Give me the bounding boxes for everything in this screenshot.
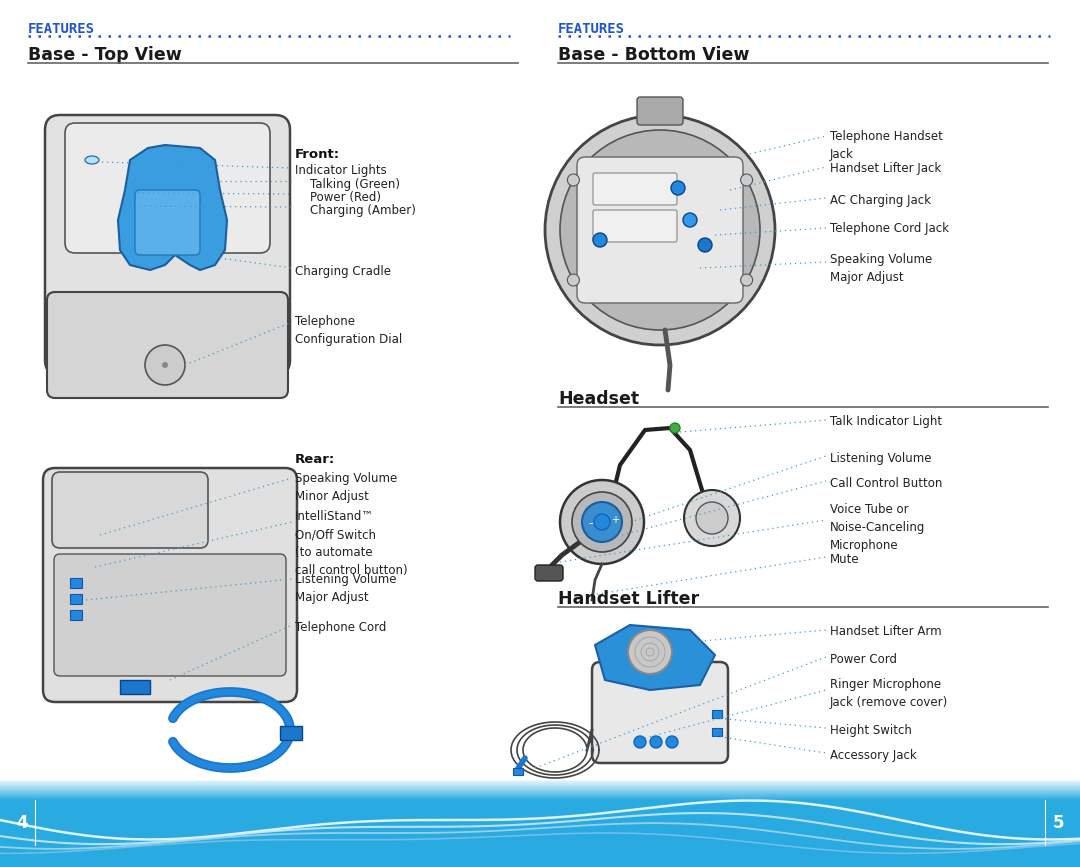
Text: Ringer Microphone
Jack (remove cover): Ringer Microphone Jack (remove cover): [831, 678, 948, 709]
Text: Rear:: Rear:: [295, 453, 335, 466]
Circle shape: [582, 502, 622, 542]
FancyBboxPatch shape: [54, 554, 286, 676]
Bar: [712, 728, 723, 736]
Text: AC Charging Jack: AC Charging Jack: [831, 194, 931, 207]
Text: Accessory Jack: Accessory Jack: [831, 749, 917, 762]
Text: Telephone
Configuration Dial: Telephone Configuration Dial: [295, 315, 402, 346]
Text: Charging Cradle: Charging Cradle: [295, 265, 391, 278]
Text: IntelliStand™
On/Off Switch
(to automate
call control button): IntelliStand™ On/Off Switch (to automate…: [295, 510, 407, 577]
FancyBboxPatch shape: [65, 123, 270, 253]
Circle shape: [162, 362, 168, 368]
FancyBboxPatch shape: [593, 173, 677, 205]
Ellipse shape: [85, 156, 99, 164]
Text: Speaking Volume
Minor Adjust: Speaking Volume Minor Adjust: [295, 472, 397, 503]
FancyBboxPatch shape: [52, 472, 208, 548]
FancyBboxPatch shape: [637, 97, 683, 125]
FancyBboxPatch shape: [45, 115, 291, 375]
Text: Talking (Green): Talking (Green): [295, 178, 400, 191]
Circle shape: [545, 115, 775, 345]
Text: 4: 4: [16, 814, 28, 832]
Circle shape: [627, 630, 672, 674]
Circle shape: [696, 502, 728, 534]
Circle shape: [145, 345, 185, 385]
Text: Handset Lifter Arm: Handset Lifter Arm: [831, 625, 942, 638]
Text: Headset: Headset: [558, 390, 639, 408]
Circle shape: [650, 736, 662, 748]
Circle shape: [572, 492, 632, 552]
Circle shape: [741, 174, 753, 186]
Text: Height Switch: Height Switch: [831, 724, 912, 737]
FancyBboxPatch shape: [535, 565, 563, 581]
Text: Speaking Volume
Major Adjust: Speaking Volume Major Adjust: [831, 253, 932, 284]
Circle shape: [671, 181, 685, 195]
Circle shape: [593, 233, 607, 247]
Circle shape: [670, 423, 680, 433]
Circle shape: [561, 480, 644, 564]
Text: Mute: Mute: [831, 553, 860, 566]
Text: -: -: [589, 518, 593, 531]
Text: Telephone Cord: Telephone Cord: [295, 621, 387, 634]
Text: Telephone Handset
Jack: Telephone Handset Jack: [831, 130, 943, 161]
Circle shape: [683, 213, 697, 227]
Text: Charging (Amber): Charging (Amber): [295, 204, 416, 217]
FancyBboxPatch shape: [43, 468, 297, 702]
Circle shape: [684, 490, 740, 546]
Bar: [0, 780, 1080, 867]
Polygon shape: [118, 145, 227, 270]
Text: Listening Volume: Listening Volume: [831, 452, 931, 465]
Bar: [70, 594, 82, 604]
Circle shape: [741, 274, 753, 286]
FancyBboxPatch shape: [135, 190, 200, 255]
Text: 5: 5: [1052, 814, 1064, 832]
Circle shape: [634, 736, 646, 748]
Text: Handset Lifter Jack: Handset Lifter Jack: [831, 162, 942, 175]
Text: Power (Red): Power (Red): [295, 191, 381, 204]
FancyBboxPatch shape: [593, 210, 677, 242]
Text: +: +: [611, 515, 619, 525]
Text: Call Control Button: Call Control Button: [831, 477, 943, 490]
FancyBboxPatch shape: [577, 157, 743, 303]
FancyBboxPatch shape: [592, 662, 728, 763]
Text: Power Cord: Power Cord: [831, 653, 897, 666]
Polygon shape: [595, 625, 715, 690]
Text: Base - Top View: Base - Top View: [28, 46, 181, 64]
Bar: [120, 680, 150, 694]
Text: Indicator Lights: Indicator Lights: [295, 164, 387, 177]
Text: Telephone Cord Jack: Telephone Cord Jack: [831, 222, 949, 235]
Bar: [513, 768, 523, 775]
Bar: [280, 726, 302, 740]
Circle shape: [594, 514, 610, 530]
Text: Talk Indicator Light: Talk Indicator Light: [831, 415, 942, 428]
Text: Handset Lifter: Handset Lifter: [558, 590, 699, 608]
Circle shape: [567, 174, 579, 186]
Text: Base - Bottom View: Base - Bottom View: [558, 46, 750, 64]
Circle shape: [666, 736, 678, 748]
Circle shape: [561, 130, 760, 330]
Circle shape: [698, 238, 712, 252]
FancyBboxPatch shape: [48, 292, 288, 398]
Bar: [70, 578, 82, 588]
Circle shape: [567, 274, 579, 286]
Text: Listening Volume
Major Adjust: Listening Volume Major Adjust: [295, 573, 396, 604]
Text: FEATURES: FEATURES: [558, 22, 625, 36]
Text: Front:: Front:: [295, 148, 340, 161]
Bar: [712, 710, 723, 718]
Text: FEATURES: FEATURES: [28, 22, 95, 36]
Bar: [70, 610, 82, 620]
Text: Voice Tube or
Noise-Canceling
Microphone: Voice Tube or Noise-Canceling Microphone: [831, 503, 926, 552]
